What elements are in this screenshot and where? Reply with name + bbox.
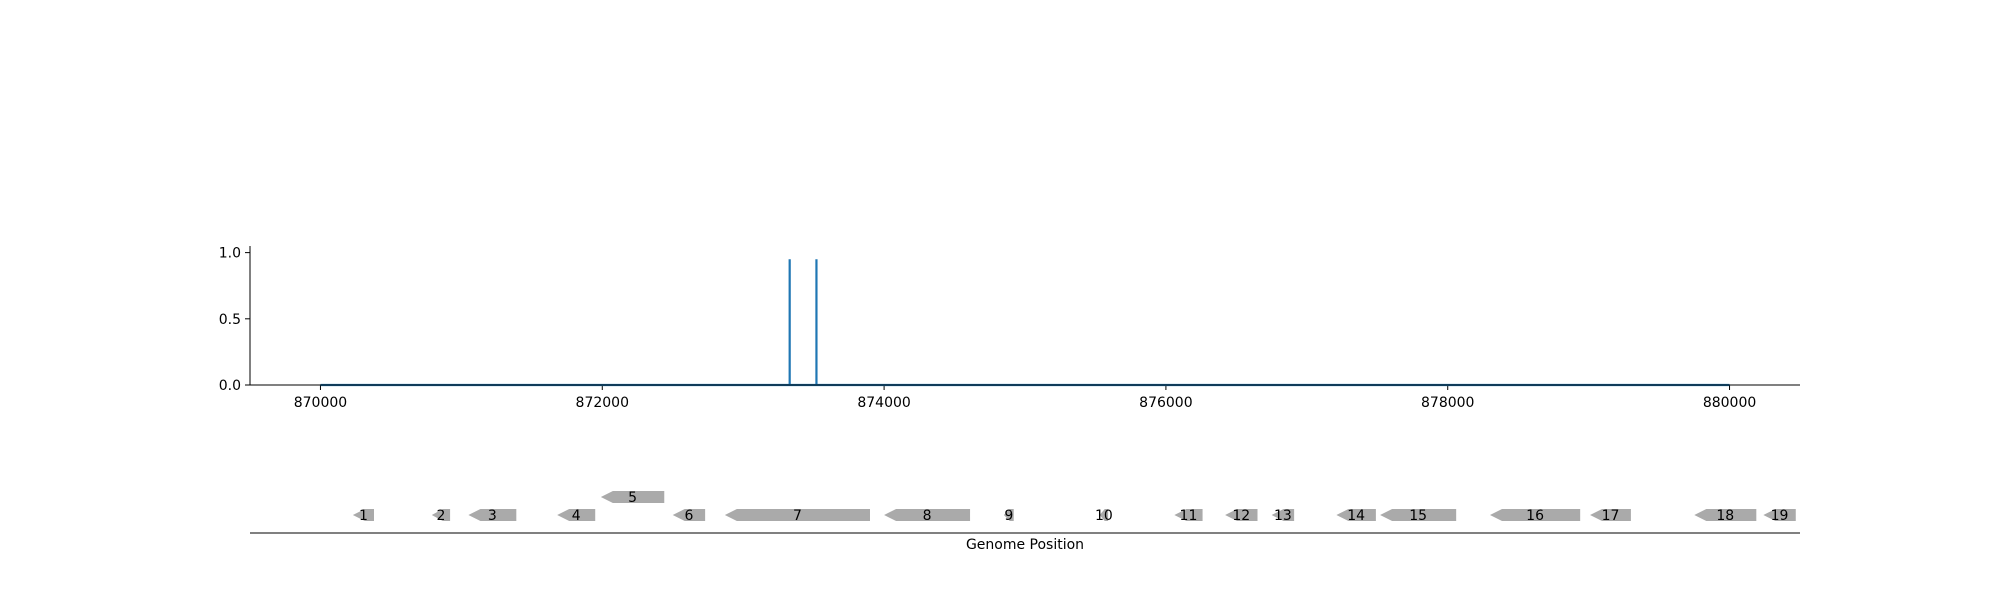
gene-feature: 10 <box>1095 508 1113 524</box>
gene-arrow <box>1763 509 1796 521</box>
gene-track: 1 2 3 456 7 8 9 10 11 12 13 14 15 16 17 18 19 Genome Pos… <box>250 490 1800 553</box>
gene-arrow <box>1490 509 1581 521</box>
gene-arrow <box>1003 509 1014 521</box>
gene-label: 15 <box>1409 508 1427 524</box>
gene-label: 1 <box>359 508 368 524</box>
gene-feature: 13 <box>1271 508 1295 524</box>
signal-plot: 870000 872000 874000 876000 878000 880000 0.0 0… <box>219 246 1800 411</box>
gene-label: 17 <box>1602 508 1620 524</box>
gene-feature: 19 <box>1763 508 1796 524</box>
gene-feature: 1 <box>352 508 374 524</box>
gene-label: 4 <box>572 508 581 524</box>
gene-arrow <box>724 509 870 521</box>
gene-feature: 8 <box>884 508 971 524</box>
gene-feature: 11 <box>1174 508 1203 524</box>
gene-label: 3 <box>488 508 497 524</box>
gene-feature: 17 <box>1590 508 1631 524</box>
gene-feature: 14 <box>1336 508 1376 524</box>
y-tick-label: 0.5 <box>219 312 241 328</box>
y-tick-label: 1.0 <box>219 246 241 262</box>
gene-feature: 16 <box>1490 508 1581 524</box>
gene-arrow <box>1336 509 1376 521</box>
gene-feature: 15 <box>1380 508 1457 524</box>
signal-axis-ticks: 870000 872000 874000 876000 878000 880000 0.0 0… <box>219 246 1757 411</box>
gene-label: 6 <box>684 508 693 524</box>
gene-arrow <box>1271 509 1295 521</box>
gene-arrow <box>1099 509 1109 521</box>
gene-feature: 2 <box>431 508 451 524</box>
gene-label: 19 <box>1771 508 1789 524</box>
gene-label: 16 <box>1526 508 1544 524</box>
gene-features: 1 2 3 456 7 8 9 10 11 12 13 14 15 16 17 18 19 <box>352 490 1796 524</box>
gene-arrow <box>352 509 374 521</box>
gene-feature: 7 <box>724 508 870 524</box>
gene-arrow <box>600 491 665 503</box>
gene-feature: 4 <box>557 508 596 524</box>
gene-feature: 3 <box>468 508 517 524</box>
gene-label: 18 <box>1716 508 1734 524</box>
x-tick-label: 872000 <box>576 395 629 411</box>
x-tick-label: 878000 <box>1421 395 1474 411</box>
x-tick-label: 876000 <box>1139 395 1192 411</box>
gene-arrow <box>1174 509 1203 521</box>
gene-arrow <box>672 509 706 521</box>
gene-arrow <box>1590 509 1631 521</box>
gene-label: 9 <box>1004 508 1013 524</box>
gene-label: 13 <box>1274 508 1292 524</box>
x-axis-label: Genome Position <box>966 537 1084 553</box>
signal-series <box>320 259 1730 387</box>
gene-arrow <box>884 509 971 521</box>
gene-label: 2 <box>436 508 445 524</box>
gene-feature: 12 <box>1225 508 1258 524</box>
gene-arrow <box>557 509 596 521</box>
gene-arrow <box>1380 509 1457 521</box>
gene-label: 11 <box>1180 508 1198 524</box>
x-tick-label: 874000 <box>857 395 910 411</box>
gene-feature: 9 <box>1003 508 1014 524</box>
x-tick-label: 880000 <box>1703 395 1756 411</box>
gene-label: 5 <box>628 490 637 506</box>
x-tick-label: 870000 <box>294 395 347 411</box>
signal-line <box>320 259 1730 387</box>
gene-feature: 18 <box>1694 508 1757 524</box>
gene-label: 14 <box>1347 508 1365 524</box>
gene-feature: 6 <box>672 508 706 524</box>
gene-label: 7 <box>793 508 802 524</box>
gene-arrow <box>1225 509 1258 521</box>
gene-arrow <box>468 509 517 521</box>
gene-label: 10 <box>1095 508 1113 524</box>
gene-arrow <box>1694 509 1757 521</box>
gene-arrow <box>431 509 451 521</box>
gene-label: 12 <box>1232 508 1250 524</box>
gene-label: 8 <box>923 508 932 524</box>
gene-feature: 5 <box>600 490 665 506</box>
y-tick-label: 0.0 <box>219 378 241 394</box>
